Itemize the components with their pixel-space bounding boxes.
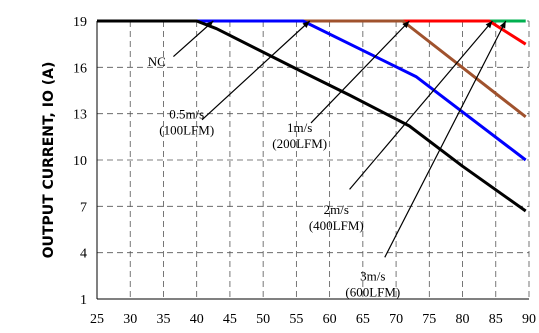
y-tick-labels: 1 4 7 10 13 16 19 (73, 15, 87, 308)
annotation-arrow (349, 20, 493, 190)
series-lines (97, 19, 527, 213)
y-tick-label: 10 (73, 154, 87, 169)
annotation-arrowhead (402, 21, 410, 29)
y-tick-label: 1 (80, 293, 87, 308)
x-tick-label: 65 (356, 312, 370, 327)
annotation-arrow (310, 20, 410, 124)
x-tick-label: 90 (522, 312, 536, 327)
x-tick-label: 75 (422, 312, 436, 327)
series-line (97, 19, 527, 118)
annotation-label: 0.5m/s (100LFM) (159, 106, 214, 137)
y-tick-label: 16 (73, 61, 87, 76)
y-tick-label: 19 (73, 15, 87, 30)
annotation-arrowhead (499, 21, 506, 29)
x-tick-label: 40 (190, 312, 204, 327)
annotation-label: 3m/s (600LFM) (345, 268, 400, 299)
y-tick-label: 7 (80, 200, 87, 215)
x-tick-label: 50 (256, 312, 270, 327)
annotation-arrow (384, 20, 507, 258)
annotation-arrowhead (206, 21, 214, 28)
annotations: NC 0.5m/s (100LFM) 1m/s (200LFM) 2m/s (400LFM)… (148, 20, 507, 299)
annotation-label: 1m/s (200LFM) (272, 120, 327, 151)
series-line (97, 19, 527, 213)
x-tick-labels: 25 30 35 40 45 50 55 60 65 70 75 80 85 90 (90, 312, 536, 327)
y-tick-label: 4 (80, 247, 87, 262)
y-axis-label: OUTPUT CURRENT, IO (A) (41, 62, 57, 259)
x-tick-label: 80 (456, 312, 470, 327)
grid-lines (97, 20, 530, 300)
x-tick-label: 30 (123, 312, 137, 327)
x-tick-label: 60 (323, 312, 337, 327)
annotation-label: NC (148, 54, 166, 69)
x-tick-label: 85 (489, 312, 503, 327)
annotation-label: 2m/s (400LFM) (309, 202, 364, 233)
annotation-arrow (201, 20, 311, 121)
annotation-arrowhead (302, 21, 310, 28)
annotation-arrow (173, 20, 214, 57)
annotation-arrowhead (485, 21, 493, 29)
x-tick-label: 35 (156, 312, 170, 327)
x-tick-label: 55 (289, 312, 303, 327)
y-tick-label: 13 (73, 108, 87, 123)
x-tick-label: 45 (223, 312, 237, 327)
x-tick-label: 25 (90, 312, 104, 327)
x-tick-label: 70 (389, 312, 403, 327)
